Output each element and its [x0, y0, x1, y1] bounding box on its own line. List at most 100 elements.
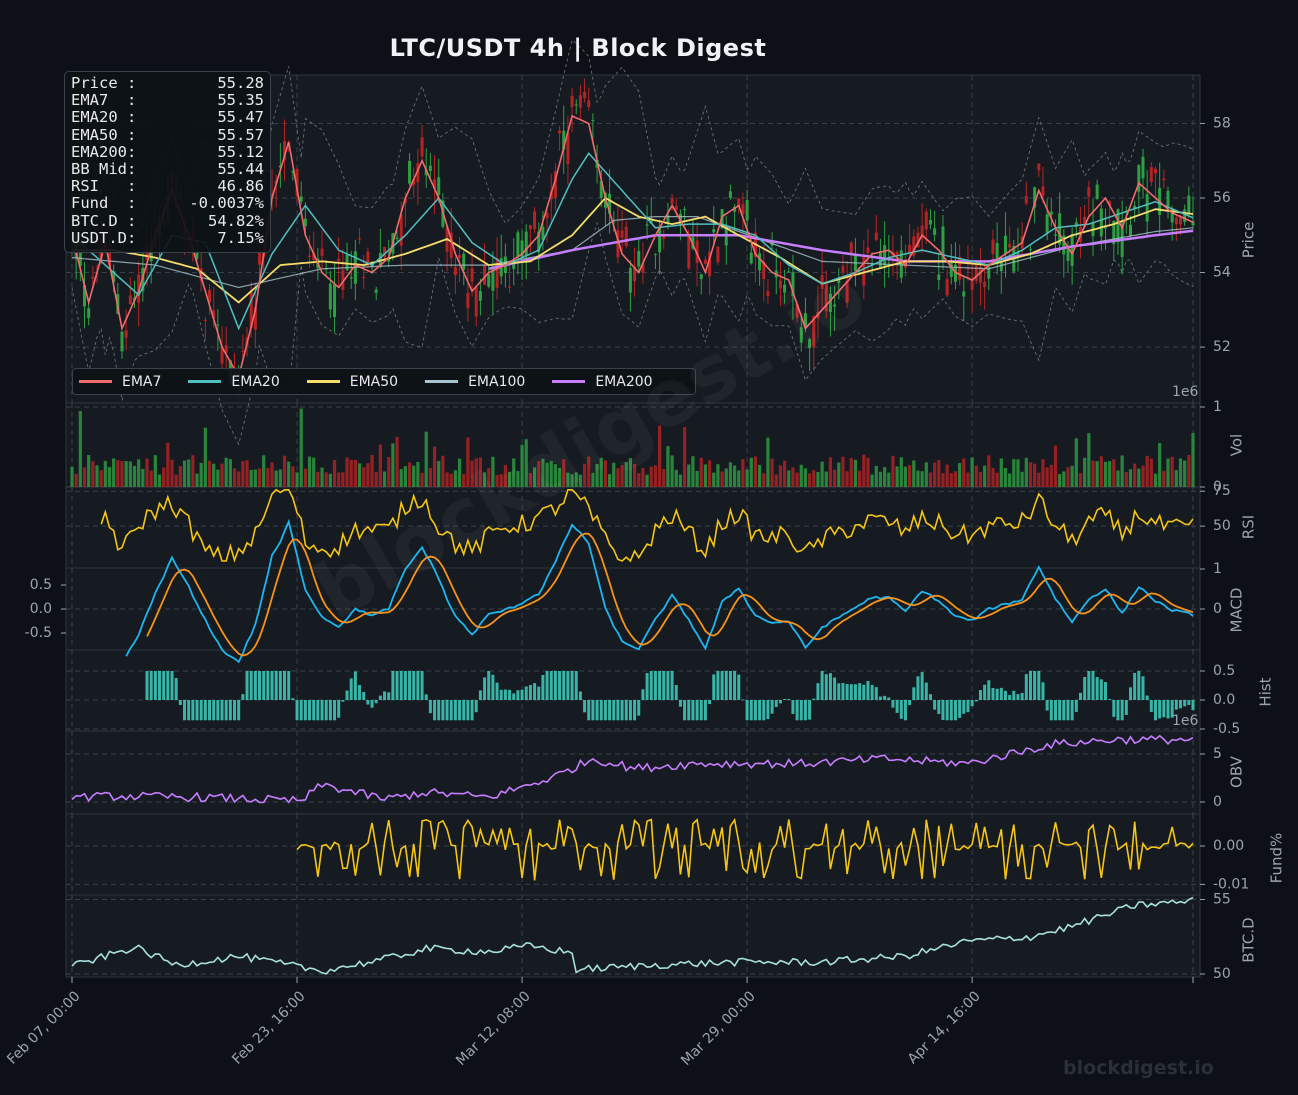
volume-bar [274, 470, 278, 487]
candle-body [895, 252, 899, 256]
volume-bar [224, 457, 228, 487]
candle-body [462, 253, 466, 270]
volume-bar [1137, 468, 1141, 487]
candle-body [345, 254, 349, 271]
y-axis-label: Hist [1257, 677, 1275, 706]
histogram-bar [645, 673, 649, 700]
volume-bar [220, 463, 224, 487]
candle-body [1074, 222, 1078, 227]
volume-bar [999, 458, 1003, 487]
candle-body [733, 206, 737, 212]
volume-bar [337, 472, 341, 487]
candle-body [833, 304, 837, 307]
candle-body [899, 250, 903, 278]
candle-body [745, 200, 749, 221]
histogram-bar [420, 671, 424, 700]
volume-bar [870, 474, 874, 487]
y-tick-label: 75 [1213, 483, 1231, 499]
macd-line [125, 518, 1194, 664]
volume-bar [237, 471, 241, 487]
candle-body [1028, 248, 1032, 250]
candle-body [708, 251, 712, 277]
histogram-bar [870, 684, 874, 700]
histogram-bar [1103, 682, 1107, 700]
legend-swatch [552, 380, 586, 383]
legend-item: EMA20 [188, 374, 280, 390]
volume-bar [874, 465, 878, 487]
candle-body [583, 92, 587, 99]
volume-bar [732, 465, 737, 487]
volume-bar [562, 459, 566, 487]
candle-body [941, 226, 945, 260]
histogram-bar [603, 700, 607, 721]
candle-body [728, 191, 732, 199]
candle-body [983, 281, 987, 287]
volume-bar [616, 468, 620, 487]
volume-bar [878, 471, 883, 487]
histogram-bar [187, 700, 191, 721]
volume-bar [716, 464, 720, 487]
volume-bar [1124, 472, 1128, 487]
histogram-bar [724, 671, 728, 700]
histogram-bar [1162, 700, 1166, 718]
candle-body [349, 277, 353, 279]
histogram-bar [737, 674, 741, 700]
histogram-bar [1128, 687, 1132, 700]
candle-body [1187, 195, 1191, 215]
legend-label: EMA7 [122, 373, 162, 390]
histogram-bar [966, 700, 970, 713]
volume-bar [1087, 433, 1091, 487]
histogram-bar [199, 700, 203, 721]
volume-bar [553, 464, 558, 487]
histogram-bar [403, 671, 407, 700]
histogram-bar [262, 671, 266, 700]
candle-body [433, 179, 437, 190]
histogram-bar [678, 700, 682, 707]
volume-bar [808, 473, 812, 487]
candle-body [874, 232, 878, 240]
y-axis-label: BTC.D [1240, 917, 1258, 962]
candle-body [958, 256, 962, 280]
candle-body [1003, 235, 1007, 254]
candle-body [258, 252, 262, 265]
candle-body [587, 100, 591, 107]
volume-bar [87, 455, 91, 487]
candle-body [924, 211, 928, 230]
histogram-bar [445, 700, 449, 721]
volume-bar [966, 472, 970, 487]
volume-bar [837, 462, 841, 487]
histogram-bar [503, 689, 507, 700]
histogram-bar [541, 674, 545, 700]
candle-body [1095, 184, 1099, 199]
volume-bar [303, 468, 307, 487]
volume-bar [187, 459, 191, 487]
y-axis-label: RSI [1240, 515, 1258, 539]
candle-body [737, 198, 741, 206]
volume-bar [295, 472, 299, 487]
volume-bar [132, 465, 137, 487]
histogram-bar [178, 700, 182, 705]
volume-bar [607, 474, 612, 487]
candle-body [374, 289, 378, 293]
indicator-info-box: Price :55.28 EMA7 :55.35 EMA20 :55.47 EMA50… [64, 71, 271, 253]
volume-bar [858, 470, 862, 487]
histogram-bar [1158, 700, 1162, 719]
volume-bar [707, 460, 712, 487]
histogram-bar [624, 700, 628, 721]
volume-bar [407, 462, 412, 487]
histogram-bar [278, 671, 282, 700]
bollinger-lower [71, 221, 1194, 446]
histogram-bar [245, 671, 249, 700]
histogram-bar [608, 700, 612, 721]
histogram-bar [1187, 700, 1191, 705]
candle-body [695, 240, 699, 264]
histogram-bar [553, 671, 557, 700]
y-tick-label: 0.00 [1213, 838, 1244, 854]
candle-body [574, 104, 578, 106]
volume-bar [949, 473, 953, 487]
histogram-bar [349, 678, 353, 700]
volume-bar [437, 461, 441, 487]
volume-bar [137, 459, 141, 487]
histogram-bar [920, 672, 924, 700]
candle-body [208, 289, 212, 303]
